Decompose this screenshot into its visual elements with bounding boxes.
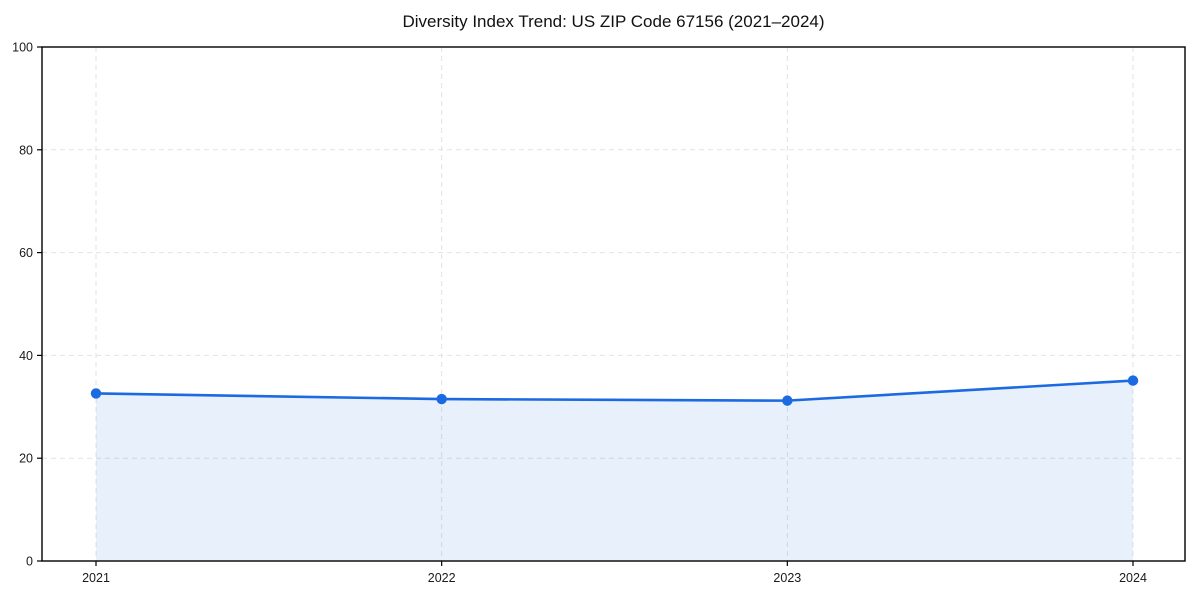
x-tick-label: 2021: [82, 571, 110, 585]
chart-title: Diversity Index Trend: US ZIP Code 67156…: [402, 12, 825, 31]
data-point-marker: [436, 393, 447, 405]
x-tick-label: 2023: [773, 571, 801, 585]
y-tick-label: 20: [19, 452, 33, 466]
data-point-marker: [1127, 375, 1139, 386]
data-point-marker: [782, 395, 793, 406]
y-tick-label: 60: [19, 246, 33, 260]
plot-background: [42, 47, 1185, 561]
y-tick-label: 40: [19, 349, 33, 363]
data-point-marker: [90, 388, 102, 399]
y-tick-label: 100: [12, 41, 33, 55]
x-tick-label: 2024: [1119, 571, 1147, 585]
x-tick-label: 2022: [428, 571, 456, 585]
y-tick-label: 80: [19, 143, 33, 157]
plot-border: [41, 46, 1186, 562]
series-area-fill: [96, 380, 1133, 561]
y-tick-label: 0: [26, 555, 33, 569]
series-line: [94, 379, 1135, 402]
